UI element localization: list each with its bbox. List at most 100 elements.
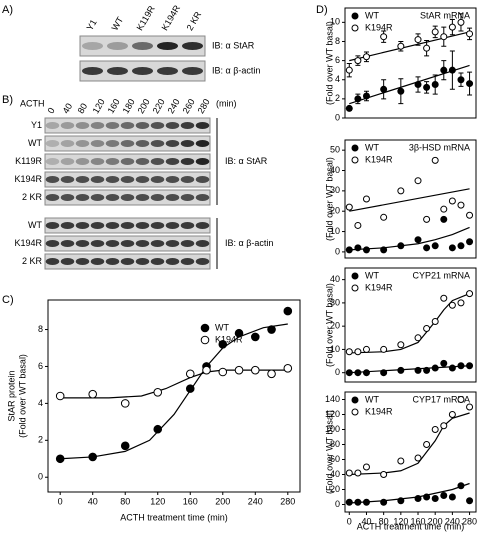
y-axis-label: (Fold over WT basal) xyxy=(324,410,334,494)
data-point xyxy=(414,236,422,244)
y-tick-label: 8 xyxy=(38,324,43,334)
band xyxy=(90,222,105,229)
y-tick-label: 4 xyxy=(38,398,43,408)
data-point xyxy=(397,42,405,50)
data-point xyxy=(354,369,362,377)
y-tick-label: 40 xyxy=(330,469,340,479)
data-point xyxy=(448,301,456,309)
band xyxy=(90,140,105,147)
data-point xyxy=(448,411,456,418)
legend-label: K194R xyxy=(365,406,393,416)
data-point xyxy=(448,364,456,372)
band xyxy=(195,222,210,229)
band xyxy=(135,222,150,229)
data-point xyxy=(431,364,439,372)
data-point xyxy=(362,246,370,254)
band xyxy=(150,158,165,165)
data-point xyxy=(431,156,439,164)
band xyxy=(105,122,120,129)
chart-title: CYP21 mRNA xyxy=(412,270,470,280)
band xyxy=(180,122,195,129)
band xyxy=(135,122,150,129)
data-point xyxy=(250,332,260,342)
band xyxy=(132,67,153,75)
data-point xyxy=(466,30,474,38)
chart-title: StAR mRNA xyxy=(420,10,470,20)
row-label: Y1 xyxy=(31,120,42,130)
legend-marker xyxy=(351,396,359,404)
x-tick-label: 240 xyxy=(445,516,460,526)
legend-label: WT xyxy=(365,394,379,404)
band xyxy=(45,194,60,201)
band xyxy=(120,258,135,265)
band xyxy=(150,240,165,247)
x-axis-label: ACTH treatment time (min) xyxy=(357,521,465,531)
data-point xyxy=(345,369,353,377)
legend-marker xyxy=(351,284,359,292)
band xyxy=(82,42,103,50)
band xyxy=(105,176,120,183)
data-point xyxy=(431,495,439,502)
time-label: 120 xyxy=(91,97,107,115)
time-label: 200 xyxy=(136,97,152,115)
band xyxy=(195,258,210,265)
legend-marker xyxy=(200,323,210,333)
legend-label: WT xyxy=(365,270,379,280)
fit-line xyxy=(349,226,470,251)
lane-label: 2 KR xyxy=(185,9,204,32)
band xyxy=(45,122,60,129)
data-point xyxy=(457,396,465,403)
data-point xyxy=(423,83,431,91)
band xyxy=(90,158,105,165)
lane-label: WT xyxy=(110,15,126,33)
x-axis-label: ACTH treatment time (min) xyxy=(120,512,228,522)
band xyxy=(180,158,195,165)
band xyxy=(90,176,105,183)
band xyxy=(180,176,195,183)
data-point xyxy=(448,244,456,252)
band xyxy=(105,240,120,247)
data-point xyxy=(345,469,353,477)
band xyxy=(60,222,75,229)
band xyxy=(45,240,60,247)
legend-label: K194R xyxy=(365,282,393,292)
data-point xyxy=(440,205,448,213)
y-axis-label: (Fold over WT basal) xyxy=(324,21,334,105)
data-point xyxy=(380,213,388,221)
x-tick-label: 120 xyxy=(393,516,408,526)
antibody-label: IB: α β-actin xyxy=(225,238,273,248)
band xyxy=(135,240,150,247)
data-point xyxy=(423,215,431,223)
band xyxy=(135,194,150,201)
band xyxy=(90,240,105,247)
data-point xyxy=(414,454,422,462)
y-tick-label: 0 xyxy=(335,246,340,256)
band xyxy=(182,67,203,75)
fit-line xyxy=(349,188,470,212)
legend-marker xyxy=(351,12,359,20)
band xyxy=(60,258,75,265)
data-point xyxy=(354,57,362,65)
data-point xyxy=(120,399,130,408)
legend-marker xyxy=(351,408,359,416)
data-point xyxy=(362,53,370,61)
data-point xyxy=(431,318,439,326)
y-tick-label: 2 xyxy=(335,93,340,103)
y-axis-label: (Fold over WT basal) xyxy=(324,283,334,367)
band xyxy=(60,122,75,129)
band xyxy=(165,158,180,165)
data-point xyxy=(440,66,448,74)
data-point xyxy=(423,244,431,252)
data-point xyxy=(466,403,474,411)
data-point xyxy=(267,325,276,334)
data-point xyxy=(423,493,431,501)
data-point xyxy=(414,81,422,89)
band xyxy=(120,176,135,183)
data-point xyxy=(218,340,228,349)
data-point xyxy=(354,469,362,477)
data-point xyxy=(448,197,456,205)
band xyxy=(90,258,105,265)
band xyxy=(150,258,165,265)
time-label: 220 xyxy=(151,97,167,115)
